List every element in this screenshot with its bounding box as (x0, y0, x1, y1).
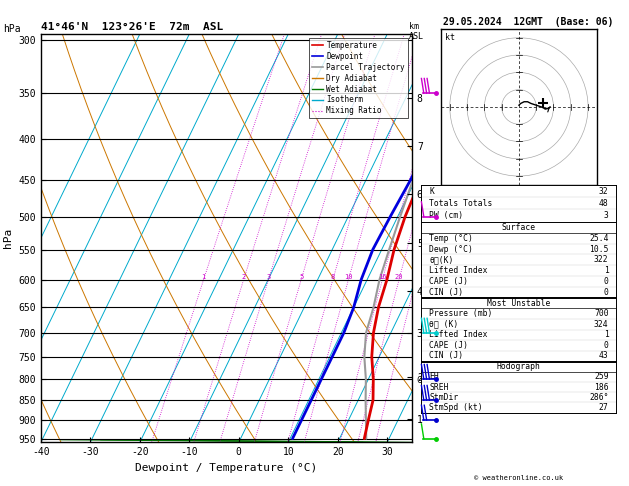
Text: Lifted Index: Lifted Index (429, 330, 487, 339)
Text: Hodograph: Hodograph (497, 362, 541, 371)
Text: CIN (J): CIN (J) (429, 288, 464, 296)
Text: 324: 324 (594, 320, 609, 329)
Text: 20: 20 (395, 274, 403, 279)
Text: SREH: SREH (429, 382, 448, 392)
Text: Pressure (mb): Pressure (mb) (429, 309, 493, 318)
Text: 1: 1 (201, 274, 206, 279)
Text: 700: 700 (594, 309, 609, 318)
Text: hPa: hPa (3, 24, 21, 35)
Text: CL: CL (416, 376, 426, 384)
Text: Dewp (°C): Dewp (°C) (429, 244, 473, 254)
Text: 0: 0 (604, 277, 609, 286)
Text: Lifted Index: Lifted Index (429, 266, 487, 275)
Text: StmSpd (kt): StmSpd (kt) (429, 403, 483, 412)
Text: 32: 32 (599, 187, 609, 196)
Text: 259: 259 (594, 372, 609, 382)
Text: Surface: Surface (502, 223, 536, 232)
Text: 5: 5 (299, 274, 303, 279)
Text: 41°46'N  123°26'E  72m  ASL: 41°46'N 123°26'E 72m ASL (41, 22, 223, 32)
X-axis label: Dewpoint / Temperature (°C): Dewpoint / Temperature (°C) (135, 463, 318, 473)
Text: Temp (°C): Temp (°C) (429, 234, 473, 243)
Text: CAPE (J): CAPE (J) (429, 341, 468, 350)
Text: 25.4: 25.4 (589, 234, 609, 243)
Text: 48: 48 (599, 199, 609, 208)
Text: StmDir: StmDir (429, 393, 459, 402)
Text: 186: 186 (594, 382, 609, 392)
Text: EH: EH (429, 372, 439, 382)
Text: 0: 0 (604, 288, 609, 296)
Text: 3: 3 (604, 211, 609, 220)
Text: CAPE (J): CAPE (J) (429, 277, 468, 286)
Text: CIN (J): CIN (J) (429, 351, 464, 360)
Text: 10.5: 10.5 (589, 244, 609, 254)
Text: 27: 27 (599, 403, 609, 412)
Text: θᴄ(K): θᴄ(K) (429, 255, 454, 264)
Text: kt: kt (445, 33, 455, 42)
Text: km
ASL: km ASL (409, 22, 424, 41)
Text: Most Unstable: Most Unstable (487, 299, 550, 308)
Text: K: K (429, 187, 434, 196)
Text: 322: 322 (594, 255, 609, 264)
Text: 1: 1 (604, 266, 609, 275)
Text: 1: 1 (604, 330, 609, 339)
Text: © weatheronline.co.uk: © weatheronline.co.uk (474, 475, 564, 481)
Text: 8: 8 (331, 274, 335, 279)
Text: 16: 16 (378, 274, 387, 279)
Text: 2: 2 (242, 274, 246, 279)
Y-axis label: hPa: hPa (3, 228, 13, 248)
Text: 10: 10 (344, 274, 353, 279)
Legend: Temperature, Dewpoint, Parcel Trajectory, Dry Adiabat, Wet Adiabat, Isotherm, Mi: Temperature, Dewpoint, Parcel Trajectory… (309, 38, 408, 119)
Text: 43: 43 (599, 351, 609, 360)
Text: 0: 0 (604, 341, 609, 350)
Text: PW (cm): PW (cm) (429, 211, 464, 220)
Text: Totals Totals: Totals Totals (429, 199, 493, 208)
Text: 29.05.2024  12GMT  (Base: 06): 29.05.2024 12GMT (Base: 06) (443, 17, 613, 27)
Text: 286°: 286° (589, 393, 609, 402)
Text: θᴄ (K): θᴄ (K) (429, 320, 459, 329)
Text: 3: 3 (266, 274, 270, 279)
